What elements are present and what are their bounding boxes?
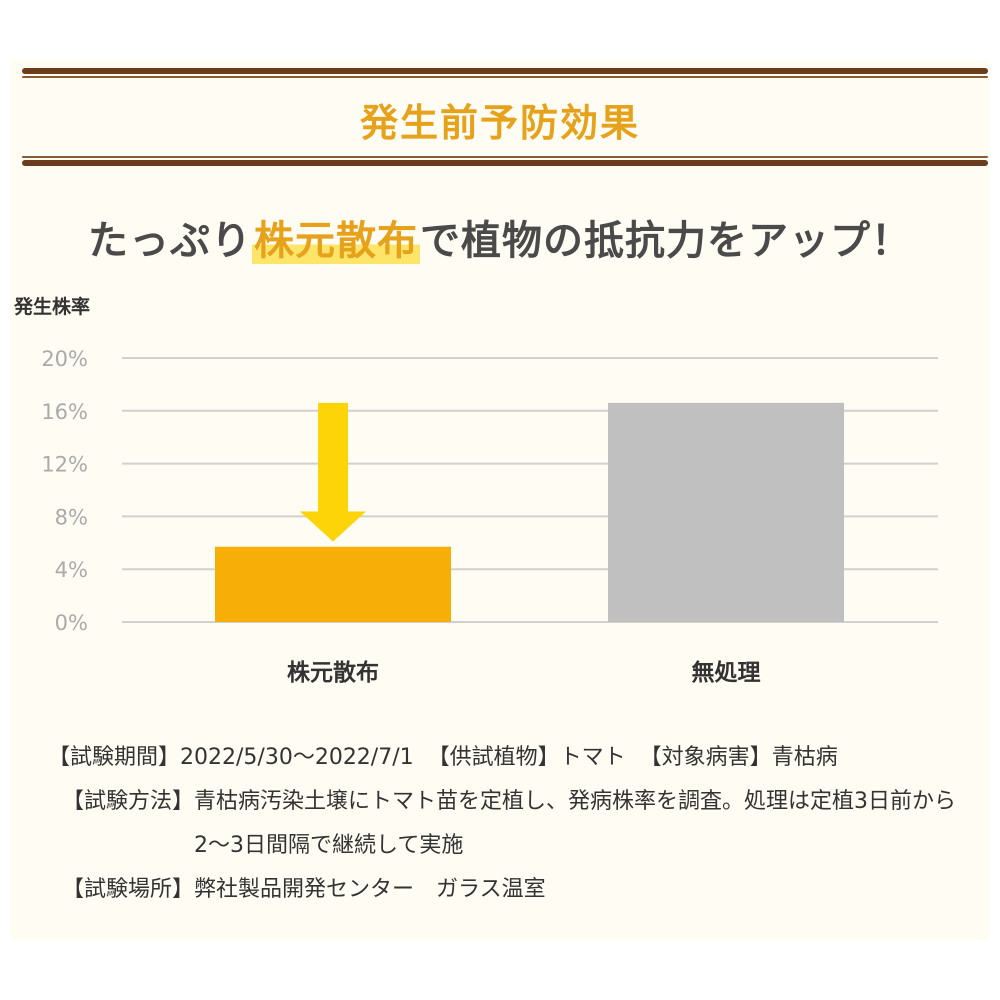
tagline-highlight: 株元散布 <box>252 218 420 264</box>
place-value: 弊社製品開発センター ガラス温室 <box>194 877 546 902</box>
disease-value: 青枯病 <box>771 745 838 770</box>
bar-1 <box>215 546 451 622</box>
y-tick-label: 8% <box>55 505 88 529</box>
method-key: 【試験方法】 <box>62 789 195 814</box>
top-border-thin <box>22 76 988 78</box>
info-row-method: 【試験方法】 青枯病汚染土壌にトマト苗を定植し、発病株率を調査。処理は定植3日前… <box>48 780 968 868</box>
y-tick-label: 16% <box>41 400 88 424</box>
period-key: 【試験期間】 <box>48 745 181 770</box>
bar-2 <box>608 402 844 622</box>
method-value: 青枯病汚染土壌にトマト苗を定植し、発病株率を調査。処理は定植3日前から2～3日間… <box>194 789 957 858</box>
period-value: 2022/5/30～2022/7/1 <box>180 745 414 770</box>
plant-key: 【供試植物】 <box>427 745 560 770</box>
y-tick-label: 0% <box>55 611 88 635</box>
plant-value: トマト <box>559 745 626 770</box>
tagline: たっぷり株元散布で植物の抵抗力をアップ！ <box>0 208 1000 266</box>
bar-chart: 0% 4% 8% 12% 16% 20% 株元散布 無処理 <box>41 347 938 686</box>
y-axis-label: 発生株率 <box>14 296 91 318</box>
bottom-border <box>22 160 988 166</box>
section-title: 発生前予防効果 <box>359 101 640 145</box>
down-arrow-icon <box>300 402 366 542</box>
info-row-place: 【試験場所】 弊社製品開発センター ガラス温室 <box>48 868 968 912</box>
bottom-border-thin <box>22 156 988 158</box>
y-tick-label: 20% <box>41 347 88 371</box>
info-row-period: 【試験期間】2022/5/30～2022/7/1 【供試植物】トマト 【対象病害… <box>48 736 968 780</box>
test-info: 【試験期間】2022/5/30～2022/7/1 【供試植物】トマト 【対象病害… <box>48 736 968 912</box>
y-tick-label: 4% <box>55 558 88 582</box>
y-tick-label: 12% <box>41 453 88 477</box>
place-key: 【試験場所】 <box>62 877 195 902</box>
tagline-suffix: で植物の抵抗力をアップ！ <box>420 218 912 264</box>
x-category-label: 無処理 <box>692 659 761 686</box>
x-category-label: 株元散布 <box>287 659 379 686</box>
info-period-line: 【試験期間】2022/5/30～2022/7/1 【供試植物】トマト 【対象病害… <box>48 736 968 780</box>
tagline-prefix: たっぷり <box>88 218 252 264</box>
disease-key: 【対象病害】 <box>639 745 772 770</box>
top-border <box>22 68 988 74</box>
